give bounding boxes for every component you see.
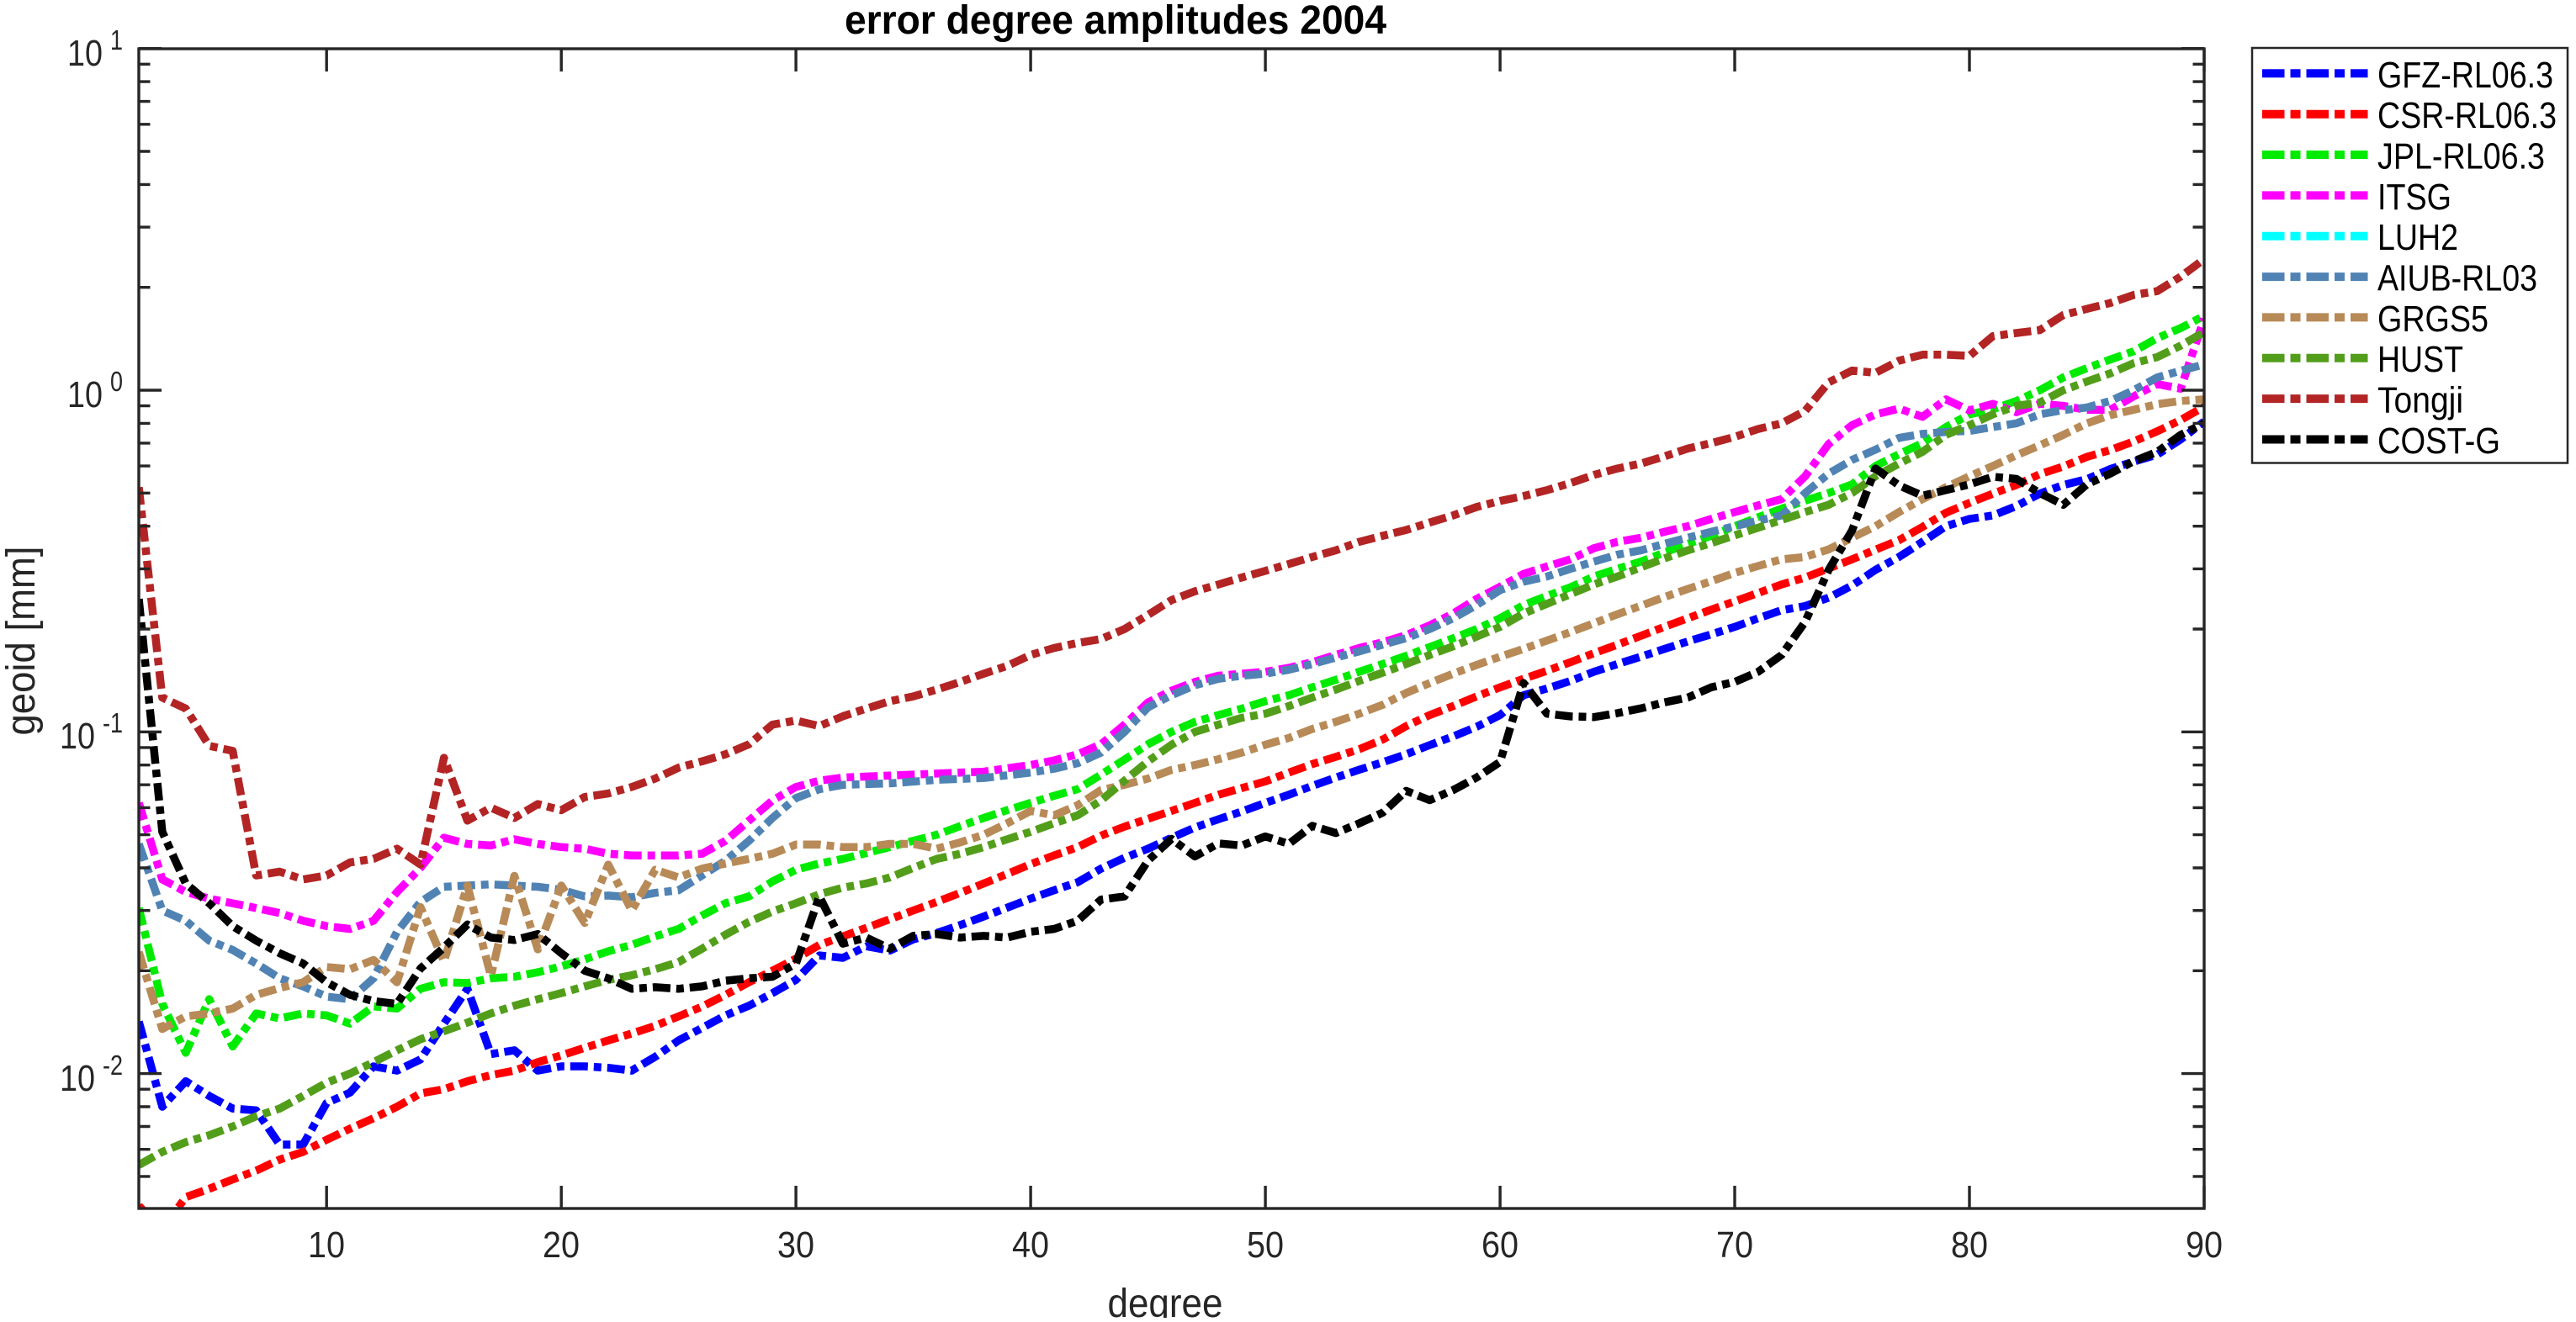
svg-text:LUH2: LUH2 [2377,217,2458,258]
svg-text:70: 70 [1716,1224,1753,1266]
svg-text:GRGS5: GRGS5 [2377,299,2489,340]
svg-text:AIUB-RL03: AIUB-RL03 [2377,258,2537,299]
svg-text:40: 40 [1012,1224,1049,1266]
svg-text:CSR-RL06.3: CSR-RL06.3 [2377,95,2557,136]
svg-text:1: 1 [110,24,123,56]
svg-text:0: 0 [110,366,123,397]
svg-text:10: 10 [60,716,95,757]
svg-text:ITSG: ITSG [2377,177,2451,218]
svg-text:JPL-RL06.3: JPL-RL06.3 [2377,136,2545,177]
svg-text:error degree amplitudes 2004: error degree amplitudes 2004 [845,0,1386,43]
svg-text:80: 80 [1951,1224,1988,1266]
svg-text:-1: -1 [103,707,123,738]
svg-text:-2: -2 [103,1050,123,1081]
svg-text:geoid [mm]: geoid [mm] [0,547,44,736]
svg-text:50: 50 [1247,1224,1284,1266]
svg-text:HUST: HUST [2377,339,2463,380]
svg-text:20: 20 [543,1224,580,1266]
svg-text:30: 30 [777,1224,814,1266]
svg-text:10: 10 [60,1058,95,1099]
svg-text:degree: degree [1108,1282,1223,1318]
svg-text:10: 10 [67,374,103,415]
svg-text:COST-G: COST-G [2377,420,2500,462]
svg-text:10: 10 [308,1224,345,1266]
svg-text:90: 90 [2186,1224,2223,1266]
svg-text:60: 60 [1481,1224,1519,1266]
svg-text:GFZ-RL06.3: GFZ-RL06.3 [2377,55,2553,96]
svg-text:Tongji: Tongji [2377,380,2463,421]
svg-text:10: 10 [67,33,103,74]
